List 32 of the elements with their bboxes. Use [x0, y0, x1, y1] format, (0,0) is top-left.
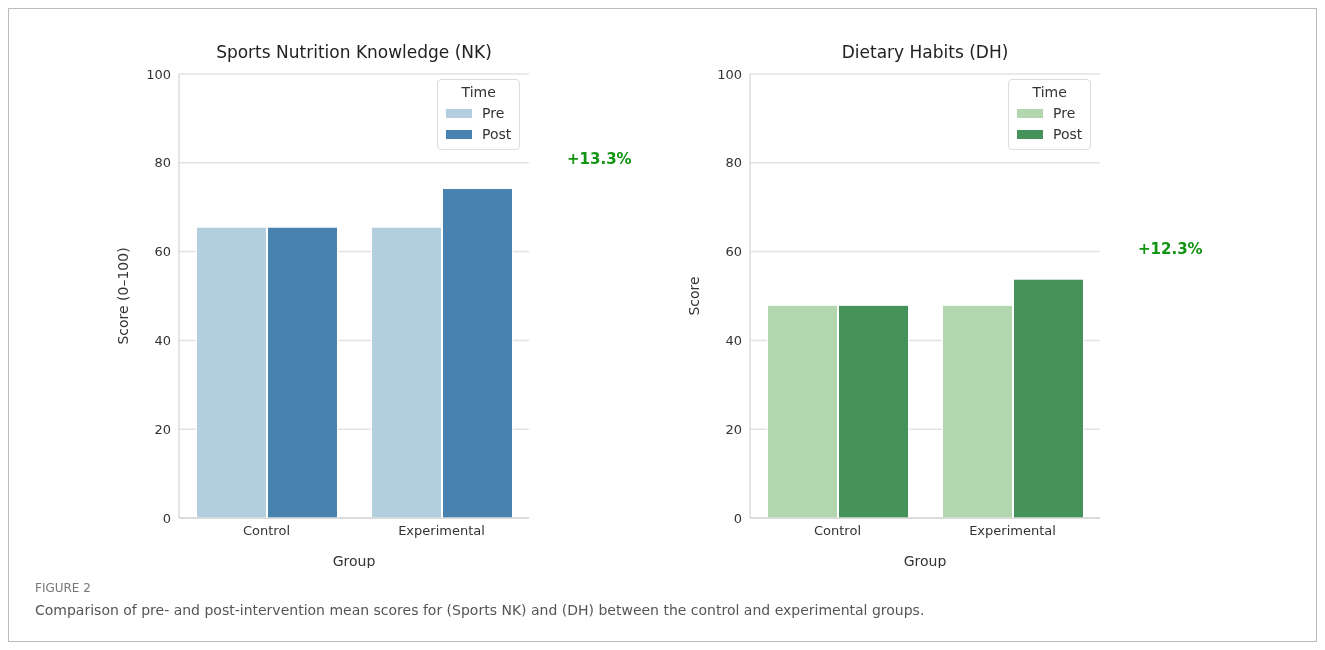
chart-title: Sports Nutrition Knowledge (NK)	[215, 42, 493, 62]
x-tick-label: Experimental	[969, 523, 1056, 539]
y-tick-label: 20	[154, 421, 171, 437]
y-tick-label: 40	[154, 333, 171, 349]
x-tick-label: Control	[243, 523, 290, 539]
y-tick-label: 100	[146, 66, 171, 82]
y-tick-label: 60	[154, 244, 171, 260]
legend-label: Pre	[482, 104, 505, 123]
x-axis-title: Group	[332, 553, 376, 569]
x-tick-label: Control	[814, 523, 861, 539]
y-axis-title: Score (0–100)	[114, 247, 131, 345]
y-tick-label: 80	[725, 155, 742, 171]
legend-label: Post	[1053, 125, 1083, 144]
legend-label: Pre	[1053, 104, 1076, 123]
caption: FIGURE 2	[35, 580, 92, 597]
legend-label: Post	[482, 125, 512, 144]
x-tick-label: Experimental	[398, 523, 485, 539]
y-axis-title: Score	[685, 276, 702, 316]
y-tick-label: 0	[733, 510, 742, 526]
y-tick-label: 0	[162, 510, 171, 526]
text: +13.3%	[567, 149, 632, 168]
y-tick-label: 100	[717, 66, 742, 82]
text: +12.3%	[1138, 240, 1203, 259]
chart-title: Dietary Habits (DH)	[840, 42, 1010, 62]
y-tick-label: 60	[725, 244, 742, 260]
y-tick-label: 80	[154, 155, 171, 171]
legend-title: Time	[460, 84, 497, 100]
y-tick-label: 40	[725, 333, 742, 349]
text: Comparison of pre- and post-intervention mean scores for (Sports NK) and (DH) between the control and experimental groups.	[35, 601, 925, 620]
y-tick-label: 20	[725, 421, 742, 437]
legend-title: Time	[1031, 84, 1068, 100]
x-axis-title: Group	[903, 553, 947, 569]
